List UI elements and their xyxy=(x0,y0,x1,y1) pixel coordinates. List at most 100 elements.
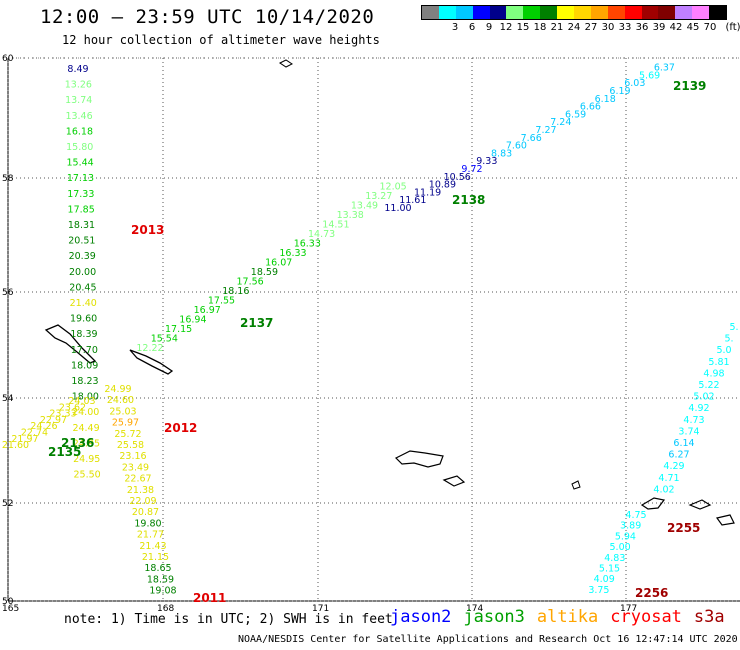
pass-2137: 12.2215.5417.1516.9416.9717.5518.1617.56… xyxy=(136,182,406,355)
legend-label: 36 xyxy=(635,22,649,33)
swh-value: 7.27 xyxy=(535,125,556,136)
swh-value: 15.54 xyxy=(151,334,178,345)
latitude-label: 50 xyxy=(2,597,14,607)
legend-swatch xyxy=(574,6,591,19)
swh-value: 24.95 xyxy=(73,438,100,449)
legend-swatch xyxy=(523,6,541,19)
swh-value: 12.05 xyxy=(379,182,406,193)
swh-value: 20.87 xyxy=(132,507,159,518)
swh-value: 22.09 xyxy=(129,496,156,507)
swh-value: 22.97 xyxy=(40,415,67,426)
swh-value: 24.99 xyxy=(104,384,131,395)
island-aleutian-5 xyxy=(715,514,735,526)
swh-value: 8.49 xyxy=(67,64,88,75)
swh-value: 9.33 xyxy=(476,156,497,167)
satellite-jason2: jason2 xyxy=(390,607,452,627)
footer-note: note: 1) Time is in UTC; 2) SWH is in fe… xyxy=(64,612,393,627)
legend-swatch xyxy=(658,6,676,19)
swh-value: 6.59 xyxy=(565,109,586,120)
swh-value: 5.02 xyxy=(693,392,714,403)
legend-label: 24 xyxy=(567,22,581,33)
swh-value: 3.74 xyxy=(678,426,699,437)
pass-label: 2012 xyxy=(164,421,197,435)
swh-value: 17.70 xyxy=(71,345,98,356)
legend-swatch xyxy=(709,6,727,19)
legend-swatch xyxy=(540,6,558,19)
swh-value: 4.98 xyxy=(703,368,724,379)
swh-value: 6.37 xyxy=(654,63,675,74)
swh-value: 22.74 xyxy=(21,428,48,439)
swh-value: 6.03 xyxy=(624,78,645,89)
chart-title: 12:00 – 23:59 UTC 10/14/2020 xyxy=(40,6,375,28)
swh-value: 15.80 xyxy=(66,142,93,153)
swh-value: 18.65 xyxy=(144,563,171,574)
color-scale-legend xyxy=(421,5,727,20)
swh-value: 5.22 xyxy=(698,380,719,391)
swh-value: 22.67 xyxy=(124,474,151,485)
legend-label: 33 xyxy=(618,22,632,33)
legend-label: 27 xyxy=(584,22,598,33)
coast-fragment-2 xyxy=(571,480,581,490)
swh-value: 5.81 xyxy=(708,357,729,368)
swh-value: 16.33 xyxy=(279,248,306,259)
satellite-s3a: s3a xyxy=(693,607,725,627)
swh-value: 16.18 xyxy=(66,126,93,137)
pass-2012: 24.9924.6025.0325.9725.7225.5823.1623.49… xyxy=(104,384,197,597)
swh-value: 16.07 xyxy=(265,258,292,269)
latitude-label: 56 xyxy=(2,288,14,298)
swh-value: 7.66 xyxy=(521,133,542,144)
legend-label: 42 xyxy=(669,22,683,33)
swh-value: 10.56 xyxy=(444,172,471,183)
satellite-legend: jason2 jason3 altika cryosat s3a xyxy=(390,607,737,627)
pass-label: 2136 xyxy=(61,436,94,450)
legend-swatch xyxy=(692,6,710,19)
pass-2138: 11.0011.6111.1910.8910.569.729.338.837.6… xyxy=(384,63,675,214)
swh-value: 24.49 xyxy=(72,423,99,434)
legend-swatch xyxy=(489,6,507,19)
swh-value: 20.00 xyxy=(69,267,96,278)
legend-swatch xyxy=(590,6,608,19)
pass-label: 2255 xyxy=(667,521,700,535)
swh-value: 19.80 xyxy=(134,518,161,529)
pass-2013: 8.49 13.26 13.74 13.46 16.18 15.80 15.44 17.13 1… xyxy=(65,64,165,481)
legend-label: 18 xyxy=(533,22,547,33)
swh-value: 21.97 xyxy=(11,434,38,445)
swh-value: 14.51 xyxy=(322,220,349,231)
swh-value: 13.26 xyxy=(65,80,92,91)
swh-value: 5.15 xyxy=(599,564,620,575)
coast-fragment-1 xyxy=(279,59,293,68)
swh-value: 24.26 xyxy=(30,421,57,432)
swh-value: 4.83 xyxy=(604,553,625,564)
swh-value: 23.49 xyxy=(122,462,149,473)
swh-value: 17.15 xyxy=(165,324,192,335)
swh-value: 4.73 xyxy=(683,415,704,426)
pass-2256: 4.753.895.945.004.835.154.093.75 2256 xyxy=(588,510,668,600)
swh-value: 18.00 xyxy=(72,392,99,403)
swh-value: 6.18 xyxy=(595,94,616,105)
island-st-matthew xyxy=(44,324,97,364)
legend-swatch xyxy=(641,6,659,19)
pass-2135: 2135 xyxy=(48,445,81,459)
swh-value: 18.59 xyxy=(147,574,174,585)
swh-value: 24.03 xyxy=(68,396,95,407)
swh-value: 9.72 xyxy=(461,164,482,175)
pass-label: 2139 xyxy=(673,79,706,93)
swh-value: 10.89 xyxy=(429,180,456,191)
swh-value: 3.75 xyxy=(588,585,609,596)
satellite-jason3: jason3 xyxy=(463,607,525,627)
swh-value: 6.66 xyxy=(580,102,601,113)
chart-subtitle: 12 hour collection of altimeter wave hei… xyxy=(62,33,380,47)
legend-swatch xyxy=(438,6,456,19)
pass-2011: 2011 xyxy=(193,591,226,605)
swh-value: 5.94 xyxy=(615,531,636,542)
swh-value: 5.0 xyxy=(716,345,731,356)
swh-value: 4.09 xyxy=(594,574,615,585)
swh-value: 4.92 xyxy=(688,403,709,414)
swh-value: 18.39 xyxy=(70,329,97,340)
island-pribilof xyxy=(129,349,174,375)
legend-label: 6 xyxy=(468,22,476,33)
swh-value: 13.38 xyxy=(337,210,364,221)
swh-value: 24.00 xyxy=(72,407,99,418)
longitude-label: 177 xyxy=(620,604,637,614)
island-aleutian-2 xyxy=(442,475,466,487)
